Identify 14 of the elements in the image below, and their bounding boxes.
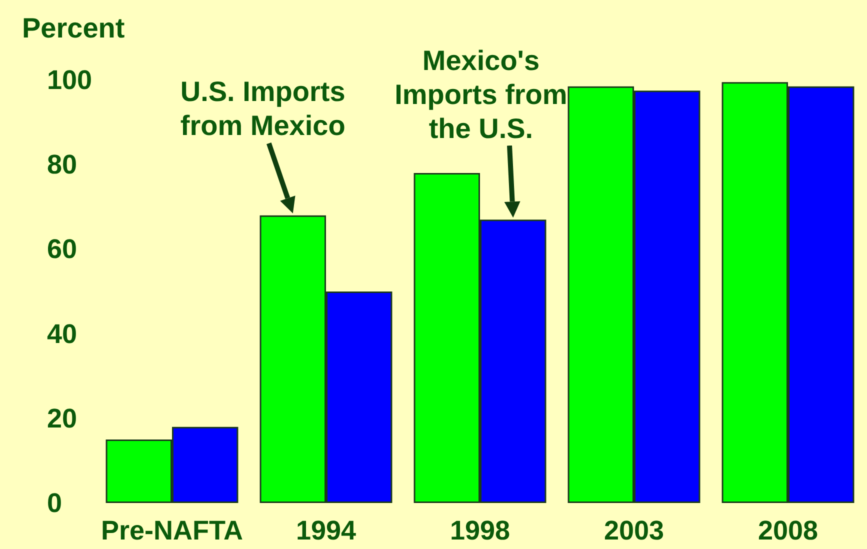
y-tick-label: 60 [47, 234, 78, 264]
x-tick-label: 2008 [758, 516, 818, 546]
y-tick-label: 20 [47, 403, 78, 434]
annotation: Mexico's Imports from the U.S. [394, 44, 568, 146]
x-tick-label: 2003 [604, 516, 664, 546]
y-tick-label: 0 [47, 488, 62, 518]
x-tick-label: 1998 [450, 516, 510, 546]
y-tick-label: 80 [47, 150, 78, 180]
annotation: U.S. Imports from Mexico [180, 75, 346, 144]
y-axis-title: Percent [22, 12, 125, 44]
y-tick-label: 40 [47, 318, 78, 349]
x-tick-label: 1994 [296, 516, 356, 546]
y-tick-label: 100 [47, 65, 92, 95]
x-tick-label: Pre-NAFTA [100, 516, 244, 546]
